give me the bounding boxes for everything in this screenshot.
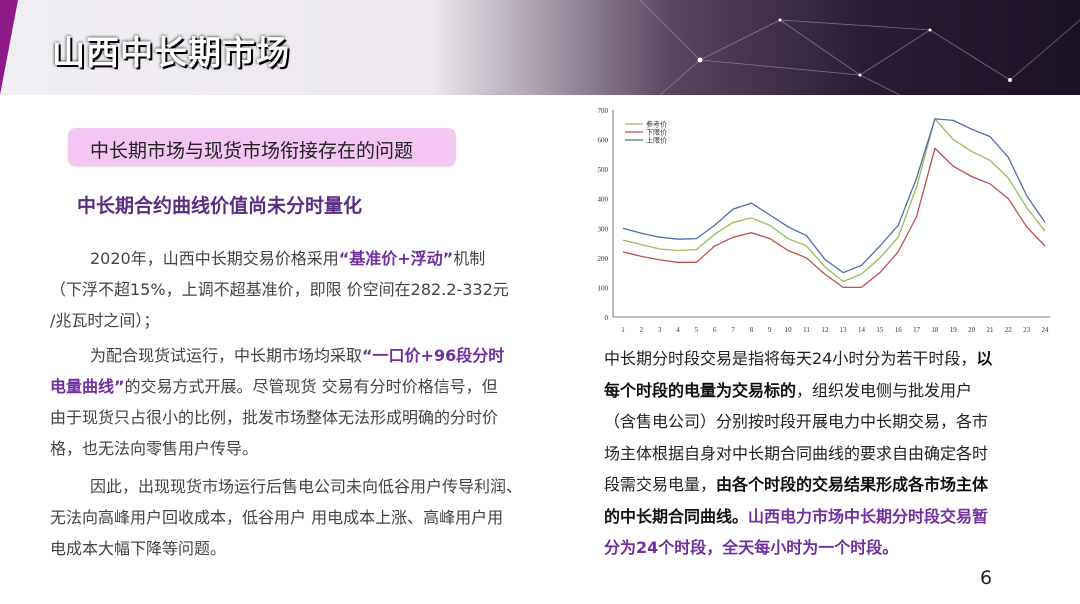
header-accent-shape: [0, 0, 18, 95]
r-highlight-7: 分为24个时段，全天每小时为一个时段。: [604, 538, 899, 557]
x-tick-label: 14: [858, 326, 866, 334]
x-tick-label: 16: [895, 326, 903, 334]
header-network-decoration: [639, 0, 1080, 95]
r-bold-2a: 每个时段的电量为交易标的: [604, 380, 797, 400]
x-tick-label: 18: [931, 326, 939, 334]
r-line-3: （含售电公司）分别按时段开展电力中长期交易，各市: [604, 412, 989, 431]
p2-highlight-a: “一口价+96段分时: [362, 346, 505, 365]
series-line-1: [622, 117, 1046, 283]
y-tick-label: 300: [598, 225, 609, 233]
p3-line-2: 无法向高峰用户回收成本，低谷用户 用电成本上涨、高峰用户用: [50, 508, 504, 527]
p2-line-3: 由于现货只占很小的比例，批发市场整体无法形成明确的分时价: [50, 408, 499, 427]
paragraph-2: 为配合现货试运行，中长期市场均采取“一口价+96段分时 电量曲线”的交易方式开展…: [50, 340, 570, 464]
x-tick-label: 21: [986, 326, 994, 334]
y-tick-label: 700: [598, 107, 609, 115]
r-text-1a: 中长期分时段交易是指将每天24小时分为若干时段，: [604, 349, 977, 368]
x-tick-label: 9: [768, 326, 772, 334]
r-bold-1b: 以: [976, 349, 993, 368]
y-tick-label: 0: [605, 314, 609, 322]
x-tick-label: 11: [803, 326, 810, 334]
p1-text-a: 2020年，山西中长期交易价格采用: [90, 249, 339, 268]
r-text-5a: 段需交易电量，: [604, 475, 717, 494]
p3-line-1: 因此，出现现货市场运行后售电公司未向低谷用户传导利润、: [90, 477, 523, 496]
x-tick-label: 12: [821, 326, 829, 334]
x-tick-label: 19: [950, 326, 958, 334]
section-pill-label: 中长期市场与现货市场衔接存在的问题: [90, 140, 414, 162]
x-tick-label: 10: [785, 326, 793, 334]
x-tick-label: 20: [968, 326, 976, 334]
paragraph-3: 因此，出现现货市场运行后售电公司未向低谷用户传导利润、 无法向高峰用户回收成本，…: [50, 471, 570, 564]
x-tick-label: 13: [840, 326, 848, 334]
page-number: 6: [980, 567, 993, 589]
header-banner: 山西中长期市场: [0, 0, 1080, 95]
p1-line-2: （下浮不超15%，上调不超基准价，即限 价空间在282.2-332元: [50, 280, 509, 299]
legend-label-3: 上限价: [646, 136, 667, 145]
r-highlight-6b: 山西电力市场中长期分时段交易暂: [748, 506, 989, 526]
x-tick-label: 1: [621, 326, 625, 334]
r-text-2b: ，组织发电侧与批发用户: [796, 380, 973, 400]
x-tick-label: 4: [676, 326, 680, 334]
paragraph-1: 2020年，山西中长期交易价格采用“基准价+浮动”机制 （下浮不超15%，上调不…: [50, 243, 570, 336]
y-tick-label: 100: [598, 284, 609, 292]
y-tick-label: 600: [598, 137, 609, 145]
legend-label-1: 参考价: [646, 120, 667, 129]
x-tick-label: 23: [1023, 326, 1030, 334]
right-description: 中长期分时段交易是指将每天24小时分为若干时段，以 每个时段的电量为交易标的，组…: [604, 343, 1054, 564]
x-tick-label: 5: [695, 326, 699, 334]
p2-text-a: 为配合现货试运行，中长期市场均采取: [90, 346, 363, 365]
y-tick-label: 500: [598, 166, 609, 174]
p2-line-4: 格，也无法向零售用户传导。: [50, 439, 259, 458]
p2-highlight-b: 电量曲线”: [50, 377, 125, 396]
x-tick-label: 22: [1005, 326, 1013, 334]
p1-text-c: 机制: [453, 249, 486, 268]
p2-text-b: 的交易方式开展。尽管现货 交易有分时价格信号，但: [124, 377, 498, 396]
r-bold-6a: 的中长期合同曲线。: [604, 506, 749, 526]
legend-label-2: 下限价: [646, 128, 667, 137]
series-line-2: [622, 147, 1046, 289]
p1-line-3: /兆瓦时之间）；: [50, 311, 160, 330]
r-bold-5b: 由各个时段的交易结果形成各市场主体: [716, 475, 989, 494]
page-title: 山西中长期市场: [52, 33, 290, 72]
series-line-3: [622, 118, 1046, 274]
x-tick-label: 6: [713, 326, 717, 334]
x-tick-label: 17: [913, 326, 921, 334]
p1-highlight: “基准价+浮动”: [338, 249, 454, 268]
x-tick-label: 7: [731, 326, 735, 334]
x-tick-label: 8: [750, 326, 754, 334]
y-tick-label: 400: [598, 196, 609, 204]
subtitle: 中长期合约曲线价值尚未分时量化: [77, 195, 363, 217]
r-line-4: 场主体根据自身对中长期合同曲线的要求自由确定各时: [604, 443, 989, 463]
section-pill: 中长期市场与现货市场衔接存在的问题: [68, 128, 456, 166]
x-tick-label: 3: [658, 326, 662, 334]
x-tick-label: 15: [876, 326, 884, 334]
x-tick-label: 24: [1042, 326, 1050, 334]
p3-line-3: 电成本大幅下降等问题。: [50, 539, 227, 558]
y-tick-label: 200: [598, 255, 609, 263]
x-tick-label: 2: [640, 326, 644, 334]
